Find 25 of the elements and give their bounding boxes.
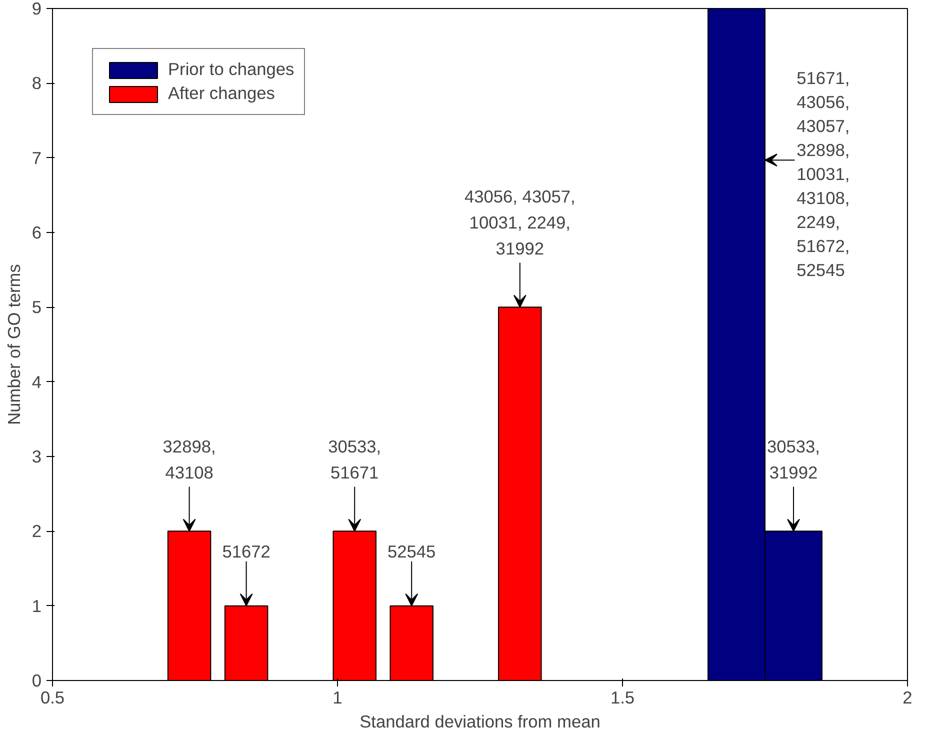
y-tick-label: 5 [32,297,42,318]
legend-label: Prior to changes [168,59,294,80]
annotation: 43056, 43057, 10031, 2249, 31992 [464,186,576,259]
annotation: 32898, 43108 [162,436,216,483]
x-tick-label: 0.5 [40,688,65,708]
annotation: 52545 [388,541,436,562]
annotation: 30533, 31992 [767,436,820,483]
y-tick-label: 8 [32,73,42,94]
text: 51671, 43056, 43057, 32898, 10031, 43108, 2249, 51672, 52545 [796,68,850,280]
y-tick-label: 6 [32,222,42,242]
x-axis-title: Standard deviations from mean [360,712,600,732]
y-tick-label: 7 [32,148,42,168]
y-tick-label: 1 [32,596,42,616]
y-tick-label: 2 [32,521,42,542]
x-tick-label: 1.5 [610,688,635,708]
x-tick-label: 1 [332,688,342,708]
y-tick-label: 3 [32,446,42,466]
legend-label: After changes [168,83,275,104]
annotation: 51672 [222,541,270,562]
y-tick-label: 4 [32,372,42,392]
y-tick-label: 9 [32,0,42,18]
x-tick-label: 2 [902,688,912,708]
annotation: 30533, 51671 [328,436,382,483]
y-tick-label: 0 [32,670,42,690]
y-axis-title: Number of GO terms [4,264,24,425]
